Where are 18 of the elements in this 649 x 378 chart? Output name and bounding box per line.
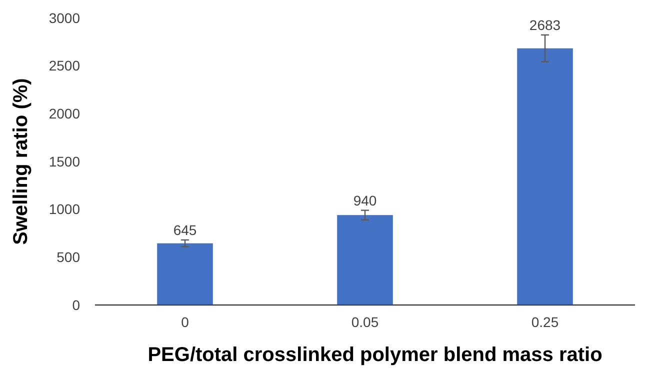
x-axis-title: PEG/total crosslinked polymer blend mass ratio: [148, 344, 602, 366]
data-label: 645: [173, 222, 197, 238]
y-tick-label: 1500: [48, 153, 80, 170]
bar: [157, 243, 213, 305]
y-tick-label: 500: [56, 249, 80, 266]
y-tick-label: 3000: [48, 10, 80, 26]
data-label: 940: [353, 192, 377, 208]
bar: [517, 48, 573, 305]
y-tick-label: 1000: [48, 201, 80, 218]
bar: [337, 215, 393, 305]
x-tick-label: 0: [181, 314, 190, 330]
y-tick-label: 2000: [48, 106, 80, 122]
x-tick-label: 0.25: [531, 314, 559, 330]
y-tick-label: 2500: [48, 58, 80, 74]
x-tick-label: 0.05: [351, 314, 379, 330]
data-label: 2683: [529, 16, 561, 33]
y-axis-title: Swelling ratio (%): [10, 78, 32, 245]
y-tick-label: 0: [72, 296, 80, 313]
